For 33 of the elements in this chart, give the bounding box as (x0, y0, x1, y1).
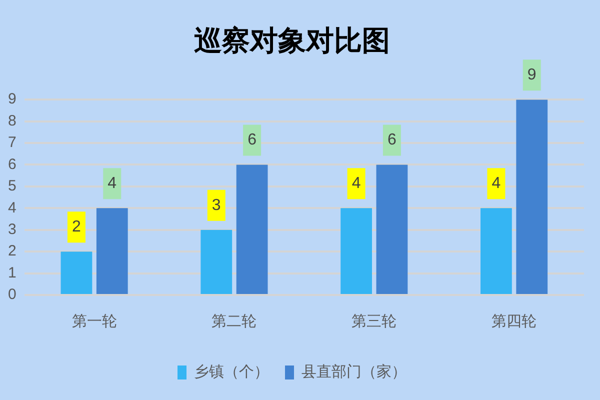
data-label: 9 (527, 66, 536, 84)
y-tick-label: 1 (8, 264, 16, 282)
chart-title: 巡察对象对比图 (194, 25, 390, 58)
y-tick-label: 0 (8, 286, 16, 304)
bar (200, 230, 232, 294)
data-label: 6 (388, 132, 397, 149)
bar (60, 252, 92, 294)
bar (236, 164, 268, 294)
bar (376, 164, 408, 294)
data-label: 4 (108, 175, 117, 192)
bar (340, 208, 372, 294)
y-tick-label: 2 (8, 242, 16, 260)
x-tick-label: 第一轮 (72, 313, 117, 330)
bar (516, 100, 548, 294)
data-label: 2 (72, 218, 82, 236)
y-tick-label: 3 (8, 221, 16, 238)
x-tick-label: 第二轮 (212, 313, 257, 330)
y-tick-label: 6 (8, 156, 16, 173)
y-tick-label: 8 (8, 112, 16, 130)
data-label: 6 (248, 132, 257, 149)
y-tick-label: 4 (8, 199, 16, 216)
legend-label: 县直部门（家） (302, 364, 406, 381)
bar (480, 208, 512, 294)
y-tick-label: 7 (8, 134, 16, 152)
bar (96, 208, 128, 294)
y-tick-label: 5 (8, 178, 16, 195)
x-tick-label: 第四轮 (492, 313, 537, 330)
x-tick-label: 第三轮 (352, 313, 397, 330)
y-tick-label: 9 (8, 90, 16, 108)
data-label: 3 (212, 196, 221, 214)
legend-label: 乡镇（个） (194, 364, 269, 381)
data-label: 4 (352, 175, 361, 192)
data-label: 4 (492, 175, 501, 192)
